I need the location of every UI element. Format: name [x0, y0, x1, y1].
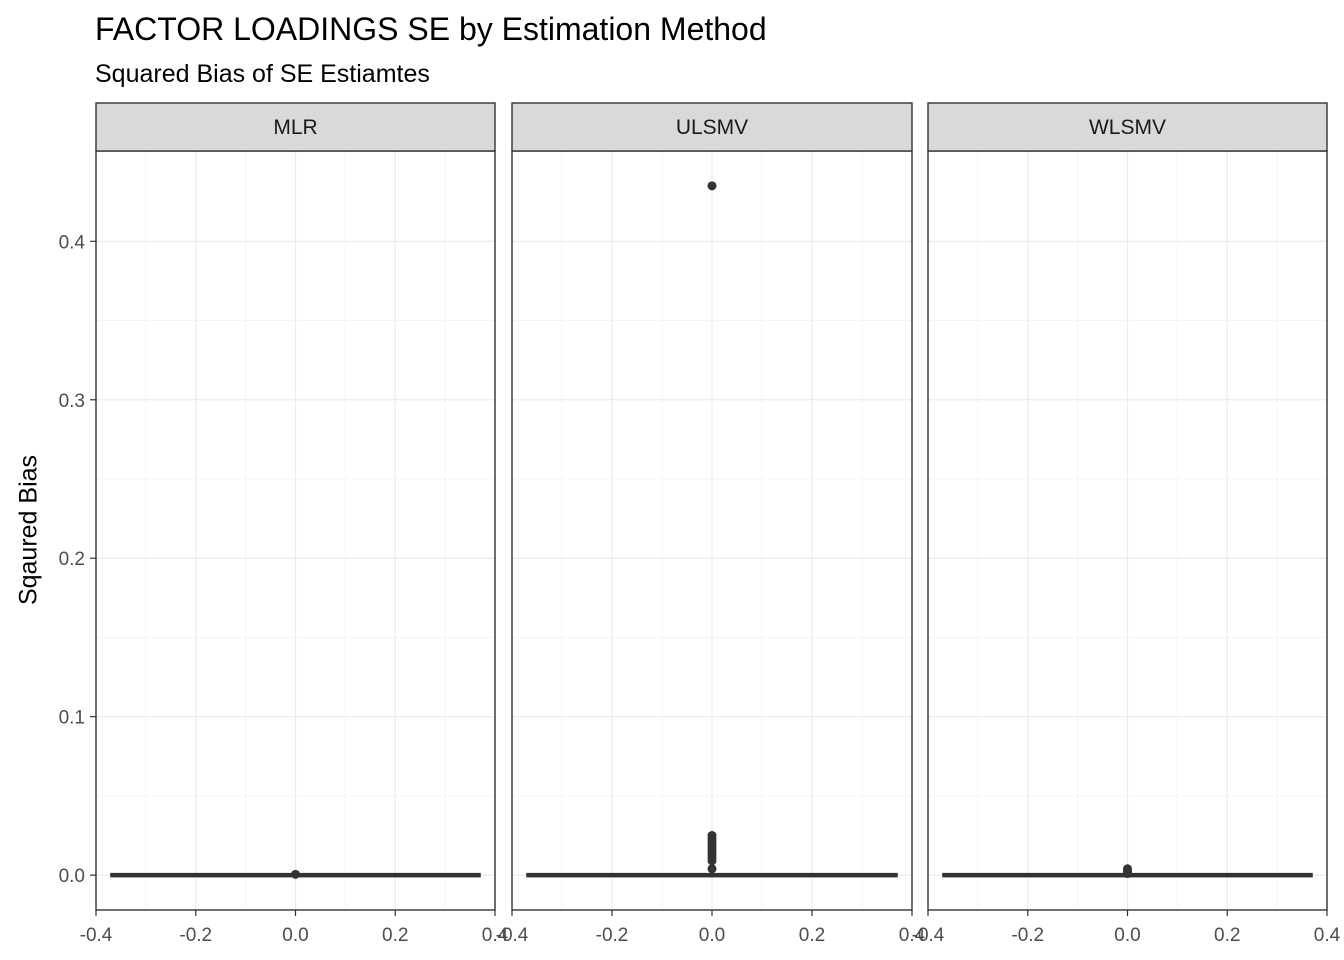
y-tick-label: 0.2: [59, 549, 85, 570]
facet-label-mlr: MLR: [273, 116, 317, 139]
panel-mlr: MLR -0.4 -0.2 0.0 0.2 0.4 0.0 0.1 0.2 0.3 0.4: [59, 102, 509, 946]
x-tick-label: -0.2: [179, 925, 212, 946]
x-tick-label: 0.4: [1314, 925, 1341, 946]
outlier-point: [707, 181, 717, 191]
x-tick-label: 0.0: [1114, 925, 1140, 946]
x-tick-label: 0.2: [1214, 925, 1240, 946]
x-tick-label: 0.2: [382, 925, 408, 946]
chart-subtitle: Squared Bias of SE Estiamtes: [95, 60, 430, 88]
x-tick-label: 0.0: [282, 925, 308, 946]
outlier-point: [707, 864, 717, 874]
y-tick-label: 0.1: [59, 708, 85, 729]
x-tick-label: -0.4: [80, 925, 113, 946]
facet-label-wlsmv: WLSMV: [1089, 116, 1166, 139]
y-tick-label: 0.4: [59, 232, 86, 253]
x-tick-label: 0.2: [799, 925, 825, 946]
x-tick-label: -0.4: [496, 925, 529, 946]
y-tick-label: 0.0: [59, 866, 85, 887]
chart-title: FACTOR LOADINGS SE by Estimation Method: [95, 11, 767, 47]
x-tick-label: -0.4: [912, 925, 945, 946]
x-tick-label: -0.2: [1011, 925, 1044, 946]
x-tick-label: -0.2: [596, 925, 629, 946]
facet-strip: [927, 102, 1328, 152]
x-tick-label: 0.4: [899, 925, 926, 946]
x-tick-label: 0.4: [482, 925, 509, 946]
facet-strip: [511, 102, 913, 152]
panel-ulsmv: ULSMV -0.4 -0.2 0.0 0.2 0.4: [496, 102, 926, 946]
outlier-point: [1123, 869, 1132, 879]
panel-wlsmv: WLSMV -0.4 -0.2 0.0 0.2 0.4: [912, 102, 1341, 946]
outlier-point: [291, 869, 300, 879]
facet-strip: [95, 102, 496, 152]
facet-label-ulsmv: ULSMV: [676, 116, 748, 139]
y-tick-label: 0.3: [59, 391, 85, 412]
x-tick-label: 0.0: [699, 925, 725, 946]
outlier-point: [707, 856, 717, 866]
